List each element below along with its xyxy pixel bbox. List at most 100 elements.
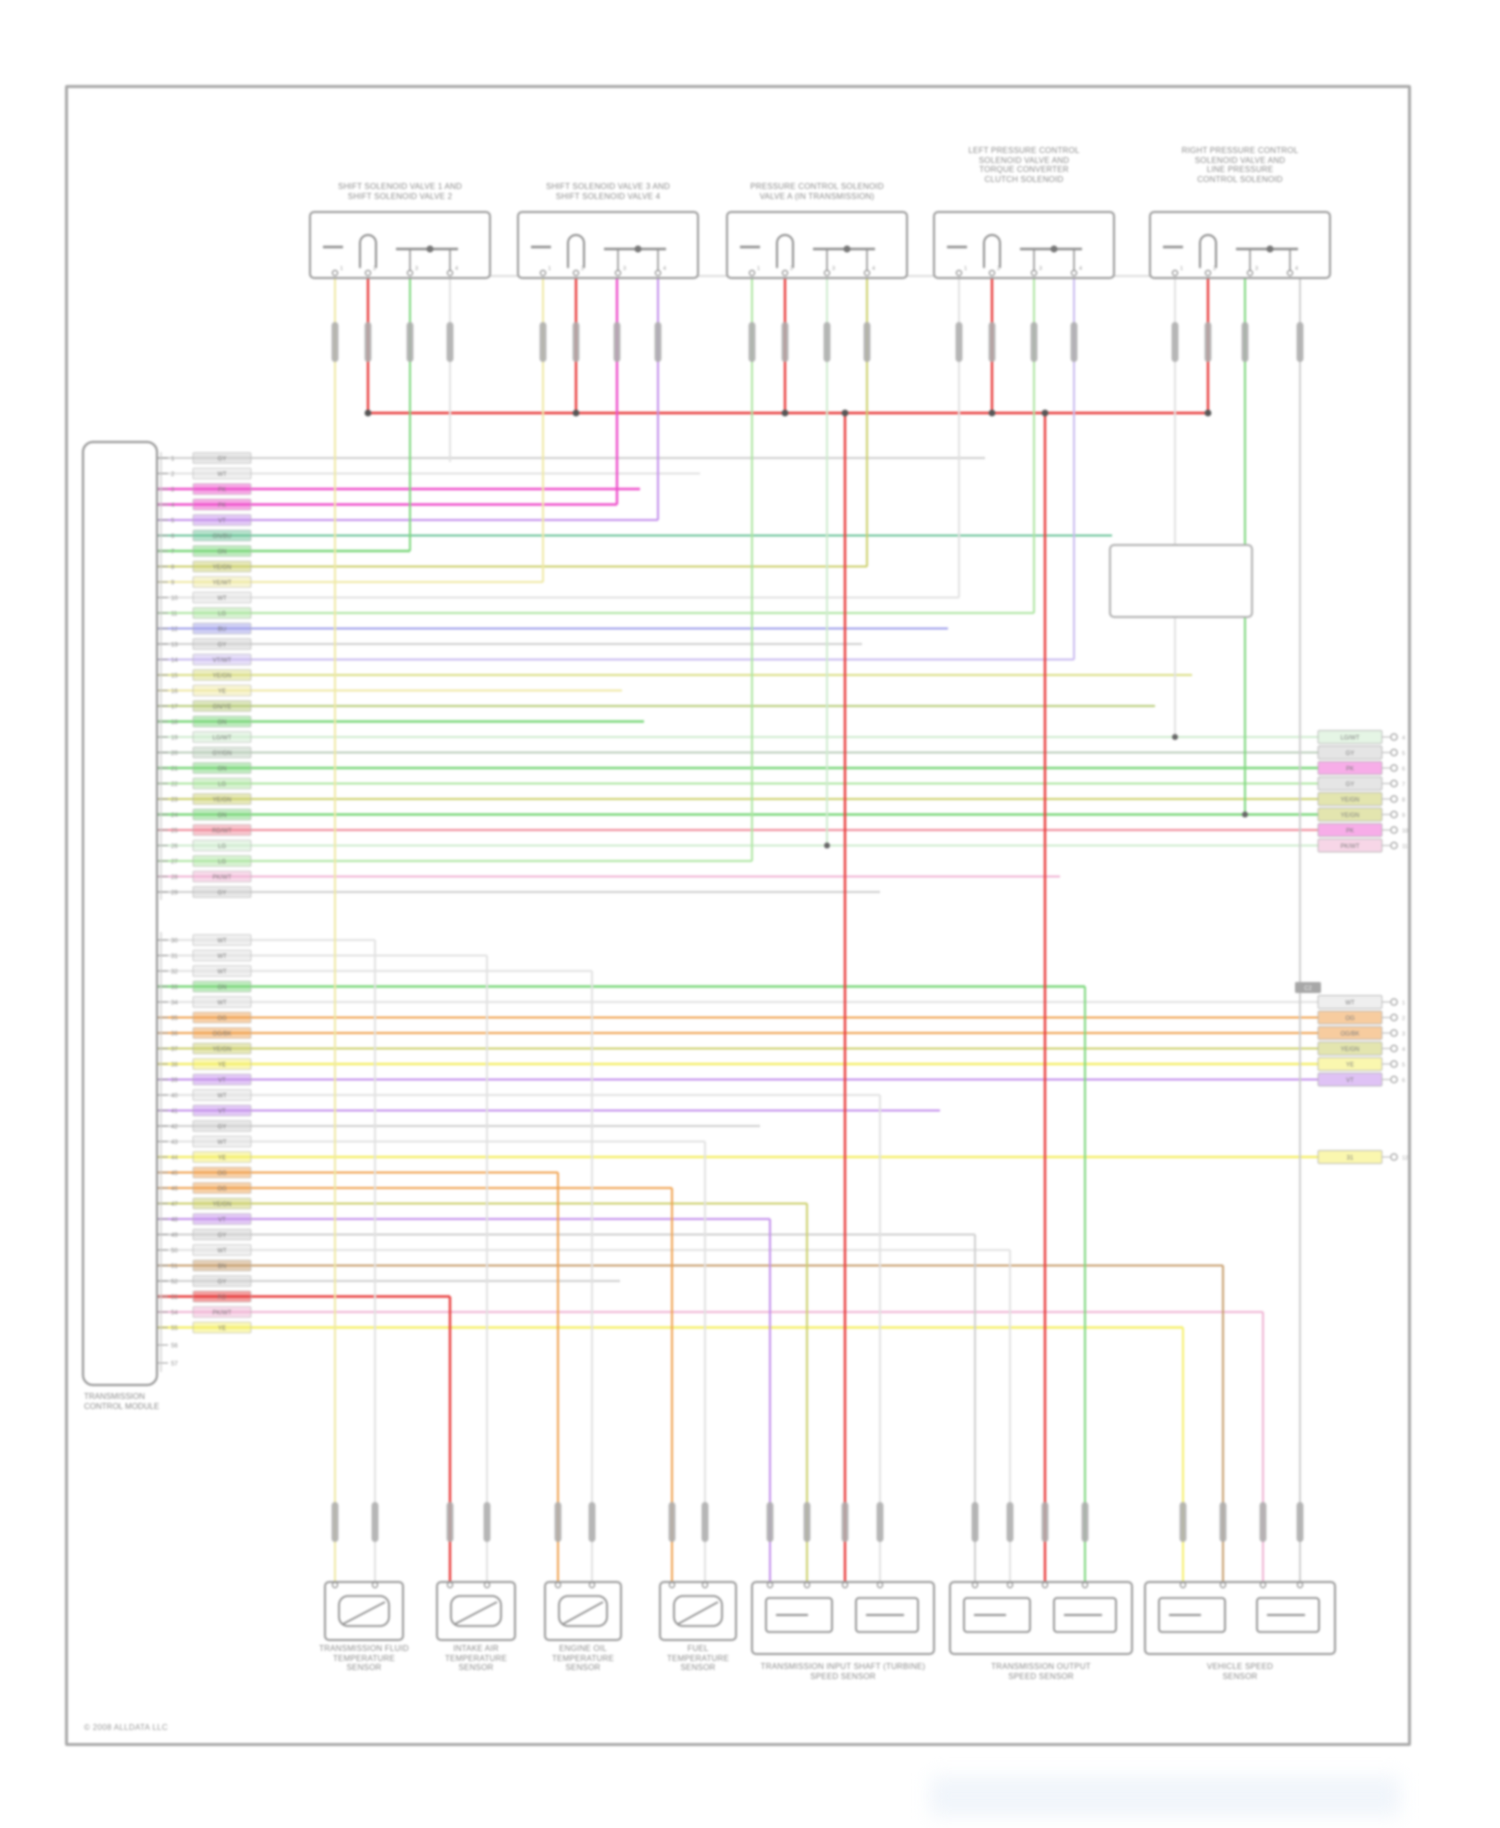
component-pin xyxy=(971,1581,979,1589)
module-pin-number: 7 xyxy=(171,550,175,556)
solenoid-element xyxy=(359,234,377,268)
module-pin-number: 37 xyxy=(171,1047,178,1053)
module-pin-number: 1 xyxy=(171,457,175,463)
component-pin xyxy=(668,1581,676,1589)
connector-pin-circle xyxy=(1390,733,1398,741)
right-connector-code: GY xyxy=(1346,751,1355,757)
component-pin xyxy=(1204,269,1212,277)
wire-color-code: GN/YE xyxy=(213,705,232,711)
connector-pin-number: 4 xyxy=(1402,1047,1405,1053)
right-connector-code: YE xyxy=(1346,1063,1354,1069)
module-pin-number: 42 xyxy=(171,1125,178,1131)
wire-color-chip xyxy=(192,514,252,526)
module-pin-number: 19 xyxy=(171,736,178,742)
connector-pin-number: 5 xyxy=(1402,751,1405,757)
right-connector-code: GY xyxy=(1346,782,1355,788)
inline-connector-terminal xyxy=(588,1502,596,1542)
component-pin-number: 4 xyxy=(1295,266,1298,272)
inline-connector-terminal xyxy=(955,322,963,362)
wire-color-chip xyxy=(192,1120,252,1132)
control-module-box xyxy=(81,440,159,1387)
wire-color-code: GY xyxy=(218,1233,227,1239)
connector-pin-circle xyxy=(1390,1075,1398,1084)
inline-connector-terminal xyxy=(1030,322,1038,362)
bottom-component-box xyxy=(436,1581,516,1641)
inline-connector-terminal xyxy=(554,1502,562,1542)
wire-color-code: LG xyxy=(218,782,226,788)
connector-pin-circle xyxy=(1390,1060,1398,1068)
wire-color-code: YE/GN xyxy=(213,565,232,571)
inline-connector-terminal xyxy=(483,1502,491,1542)
module-pin-number: 10 xyxy=(171,596,178,602)
component-pin xyxy=(331,269,339,277)
wire-color-code: YE/GN xyxy=(213,798,232,804)
wire-color-code: OG/BK xyxy=(212,1032,231,1038)
wire-color-code: GN xyxy=(218,720,227,726)
wire-color-code: YE xyxy=(218,1326,226,1332)
wire-color-chip xyxy=(192,607,252,619)
module-pin-number: 9 xyxy=(171,581,175,587)
wire-color-code: YE xyxy=(218,689,226,695)
wire-color-code: GY xyxy=(218,457,227,463)
inline-connector-terminal xyxy=(446,322,454,362)
wire-color-code: GY xyxy=(218,1125,227,1131)
component-pin xyxy=(1070,269,1078,277)
component-pin-number: 3 xyxy=(415,266,418,272)
component-pin xyxy=(766,1581,774,1589)
wire-color-code: WT xyxy=(217,472,227,478)
module-pin-number: 23 xyxy=(171,798,178,804)
module-pin-number: 32 xyxy=(171,970,178,976)
wire-color-code: GY xyxy=(218,643,227,649)
connector-pin-circle xyxy=(1390,1153,1398,1161)
thermistor-slash xyxy=(677,1601,719,1625)
right-connector-code: PK xyxy=(1346,767,1354,773)
component-pin xyxy=(1286,269,1294,277)
component-pin xyxy=(1219,1581,1227,1589)
wire-color-code: OG xyxy=(217,1016,227,1022)
bottom-component-box xyxy=(324,1581,404,1641)
module-pin-number: 13 xyxy=(171,643,178,649)
component-pin-number: 2 xyxy=(373,266,376,272)
top-component-label-5: RIGHT PRESSURE CONTROL SOLENOID VALVE AN… xyxy=(1181,146,1299,184)
connector-pin-number: 2 xyxy=(1402,1016,1405,1022)
bottom-component-box xyxy=(751,1581,935,1655)
right-connector-code: OG xyxy=(1345,1016,1355,1022)
module-pin-number: 16 xyxy=(171,689,178,695)
wire-color-chip xyxy=(192,1259,252,1272)
wire-color-code: WT xyxy=(217,596,227,602)
inline-connector-terminal xyxy=(766,1502,774,1542)
wire-color-chip xyxy=(192,483,252,495)
connector-pin-number: 12 xyxy=(1402,1156,1408,1162)
module-pin-number: 39 xyxy=(171,1078,178,1084)
component-pin xyxy=(406,269,414,277)
component-pin xyxy=(539,269,547,277)
bottom-component-box xyxy=(949,1581,1133,1655)
top-component-box xyxy=(309,211,491,279)
module-pin-number: 44 xyxy=(171,1156,178,1162)
wire-color-chip xyxy=(192,1306,252,1318)
module-pin-number: 21 xyxy=(171,767,178,773)
component-pin xyxy=(331,1581,339,1589)
wire-color-code: WT xyxy=(217,970,227,976)
wire-color-code: LG xyxy=(218,612,226,618)
inline-connector-terminal xyxy=(1006,1502,1014,1542)
inline-connector-terminal xyxy=(1296,1502,1304,1542)
wire-color-chip xyxy=(192,731,252,743)
junction-dot xyxy=(841,409,849,417)
thermistor-slash xyxy=(454,1601,498,1625)
right-connector-code: YE/GN xyxy=(1341,813,1360,819)
wire-color-code: GY xyxy=(218,1280,227,1286)
bottom-component-label-5: TRANSMISSION INPUT SHAFT (TURBINE) SPEED… xyxy=(760,1662,926,1681)
wire-color-code: VT xyxy=(218,1218,226,1224)
component-pin-number: 3 xyxy=(623,266,626,272)
inline-connector-terminal xyxy=(539,322,547,362)
component-pin-number: 4 xyxy=(663,266,666,272)
module-pin-number: 41 xyxy=(171,1109,178,1115)
module-pin-number: 25 xyxy=(171,829,178,835)
wire-color-code: LG/WT xyxy=(213,736,232,742)
wire-color-chip xyxy=(192,684,252,697)
inline-connector-terminal xyxy=(331,1502,339,1542)
bottom-component-label-2: INTAKE AIR TEMPERATURE SENSOR xyxy=(444,1644,508,1672)
right-connector-code: WT xyxy=(1345,1001,1355,1007)
